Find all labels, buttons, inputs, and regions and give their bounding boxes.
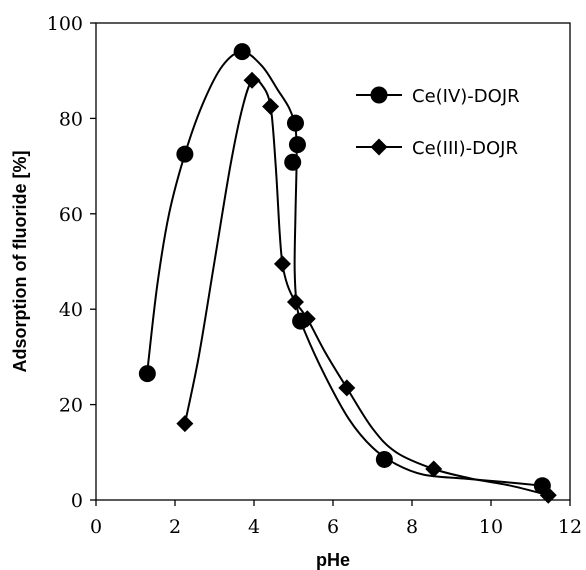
data-point-ce-iv [176,145,194,163]
x-tick-label: 12 [558,516,582,538]
data-point-ce-iii [298,310,316,328]
x-tick-label: 0 [90,516,102,538]
legend-marker-ce-iv [370,86,388,104]
data-point-ce-iii [425,460,443,478]
data-point-ce-iii [176,415,194,433]
data-markers [138,43,557,504]
y-axis-title: Adsorption of fluoride [%] [10,151,30,373]
data-point-ce-iv [375,450,393,468]
x-tick-label: 10 [479,516,503,538]
y-tick-label: 20 [59,395,83,417]
data-point-ce-iii [243,71,261,89]
data-point-ce-iv [288,136,306,154]
x-tick-label: 2 [169,516,181,538]
legend-label-ce-iii: Ce(III)-DOJR [412,138,518,159]
data-point-ce-iv [138,365,156,383]
data-point-ce-iii [262,97,280,115]
legend-label-ce-iv: Ce(IV)-DOJR [412,86,520,107]
data-point-ce-iv [284,153,302,171]
y-tick-label: 0 [71,490,83,512]
x-tick-label: 4 [248,516,260,538]
legend: Ce(IV)-DOJR Ce(III)-DOJR [356,86,520,159]
data-point-ce-iv [233,43,251,61]
y-tick-label: 100 [47,13,83,35]
data-point-ce-iii [286,293,304,311]
data-point-ce-iii [338,379,356,397]
data-point-ce-iii [273,255,291,273]
x-tick-label: 6 [327,516,339,538]
x-tick-label: 8 [406,516,418,538]
x-axis-title: pHe [316,550,350,570]
legend-marker-ce-iii [370,138,388,156]
y-tick-label: 40 [59,299,83,321]
series-curves [146,50,549,497]
y-tick-label: 80 [59,108,83,130]
axis-ticks: 0 2 4 6 8 10 12 0 20 40 60 80 100 [47,13,582,538]
y-tick-label: 60 [59,204,83,226]
data-point-ce-iv [286,114,304,132]
series-line-ce-iv [146,50,543,487]
data-point-ce-iii [539,486,557,504]
